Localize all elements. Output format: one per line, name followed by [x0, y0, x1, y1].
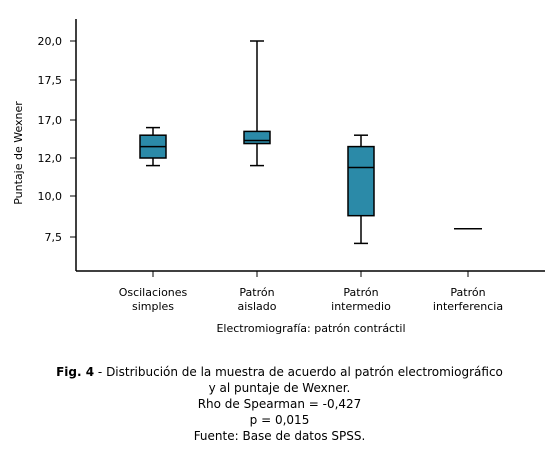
x-axis-title: Electromiografía: patrón contráctil [216, 322, 405, 335]
caption-line-4: p = 0,015 [249, 413, 310, 427]
box-1 [139, 126, 167, 167]
caption-line-3: Rho de Spearman = -0,427 [197, 397, 362, 411]
box-3 [347, 134, 375, 245]
boxplot-chart: 7,5 10,0 12,0 17,0 17,5 20,0 Oscilacionessimp… [12, 19, 545, 335]
x-category-label: Patrón [450, 286, 485, 299]
y-tick-label: 10,0 [38, 190, 63, 203]
y-tick-label: 12,0 [38, 152, 63, 165]
x-category-label: simples [132, 300, 174, 313]
y-axis-title: Puntaje de Wexner [12, 101, 25, 205]
box-iqr [243, 130, 271, 145]
x-category-label: Patrón [343, 286, 378, 299]
x-category-label: intermedio [331, 300, 391, 313]
y-axis-ticks: 7,5 10,0 12,0 17,0 17,5 20,0 [38, 35, 76, 244]
caption-line-2: y al puntaje de Wexner. [208, 381, 351, 395]
caption-line-5: Fuente: Base de datos SPSS. [193, 429, 366, 443]
x-category-label: interferencia [433, 300, 503, 313]
box-iqr [347, 145, 375, 217]
y-tick-label: 7,5 [45, 231, 63, 244]
x-category-label: Patrón [239, 286, 274, 299]
y-tick-label: 20,0 [38, 35, 63, 48]
caption-line-1: Fig. 4 - Distribución de la muestra de a… [56, 365, 503, 379]
y-tick-label: 17,5 [38, 74, 63, 87]
box-2 [243, 40, 271, 167]
box-series [139, 40, 482, 245]
x-axis-categories: OscilacionessimplesPatrónaisladoPatrónin… [119, 271, 503, 313]
figure-caption: Fig. 4 - Distribución de la muestra de a… [0, 364, 559, 444]
x-category-label: Oscilaciones [119, 286, 188, 299]
x-category-label: aislado [237, 300, 276, 313]
figure-label: Fig. 4 [56, 365, 95, 379]
y-tick-label: 17,0 [38, 114, 63, 127]
